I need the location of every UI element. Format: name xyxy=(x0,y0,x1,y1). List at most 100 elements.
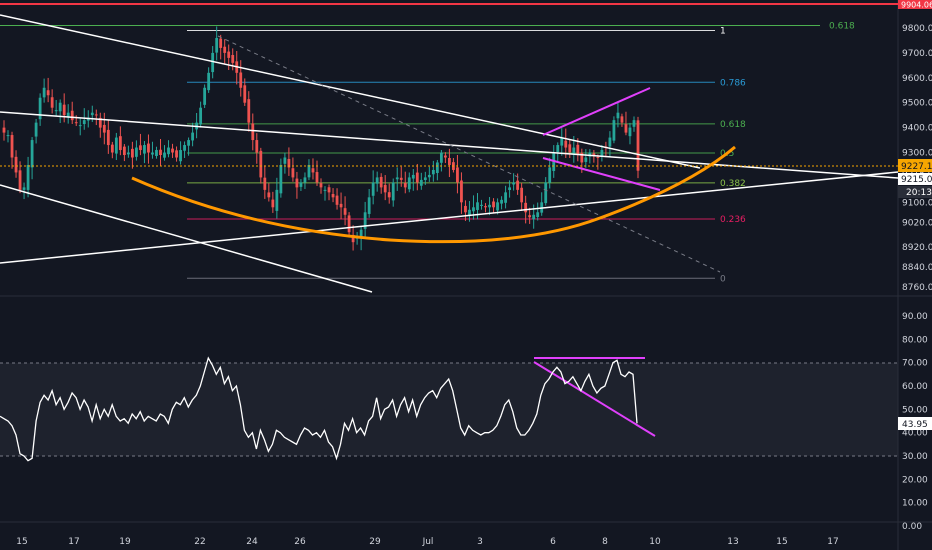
candle-body xyxy=(403,183,407,188)
candle-body xyxy=(215,37,219,53)
candle-body xyxy=(18,170,22,190)
candle-body xyxy=(516,180,520,190)
candle-body xyxy=(456,167,459,183)
candle-body xyxy=(359,229,363,239)
candle-body xyxy=(415,172,419,183)
candle-body xyxy=(560,137,564,146)
rsi-descending-line[interactable] xyxy=(533,361,656,437)
resistance-tag-text: 9904.06 xyxy=(901,1,932,10)
fib-level-label: 0.786 xyxy=(720,78,746,88)
candle-body xyxy=(636,120,640,171)
candle-body xyxy=(22,187,26,190)
price-tick-label: 8760.00 xyxy=(902,283,932,293)
candle-body xyxy=(323,189,327,191)
price-tick-label: 9400.00 xyxy=(902,124,932,134)
candle-body xyxy=(78,125,82,127)
time-tick-label: 17 xyxy=(68,537,79,547)
candle-body xyxy=(287,158,291,168)
candle-body xyxy=(620,116,624,123)
candle-body xyxy=(163,152,166,158)
resistance-tag xyxy=(898,0,932,9)
candle-body xyxy=(10,135,14,158)
rounded-bottom-curve[interactable] xyxy=(131,145,736,244)
candle-body xyxy=(159,149,162,156)
candle-body xyxy=(411,174,415,179)
price-tick-label: 8840.00 xyxy=(902,263,932,273)
candle-body xyxy=(564,140,568,148)
candle-body xyxy=(2,127,6,133)
candle-body xyxy=(472,207,475,212)
candle-body xyxy=(383,184,387,193)
time-tick-label: 8 xyxy=(602,537,608,547)
candle-body xyxy=(30,140,34,168)
candle-body xyxy=(102,124,106,133)
candle-body xyxy=(431,169,435,175)
time-tick-label: 3 xyxy=(477,537,483,547)
candle-body xyxy=(34,122,38,137)
candle-body xyxy=(239,72,243,88)
rsi-tick-label: 50.00 xyxy=(902,405,928,415)
time-axis[interactable]: 15 17 19 22 24 26 29 Jul 3 6 8 10 13 15 17 xyxy=(16,537,838,547)
descending-trendline[interactable] xyxy=(0,14,701,169)
candle-body xyxy=(500,199,503,204)
countdown-tag xyxy=(898,186,932,198)
lower-descending-trendline[interactable] xyxy=(0,184,373,293)
level-9215-tag xyxy=(898,173,932,185)
candle-body xyxy=(303,177,307,183)
candle-body xyxy=(191,132,194,141)
candle-body xyxy=(179,150,182,162)
candle-body xyxy=(231,55,235,63)
candle-body xyxy=(628,127,632,137)
candle-body xyxy=(528,215,532,218)
candle-body xyxy=(155,150,158,156)
flat-trendline[interactable] xyxy=(0,111,899,179)
candle-body xyxy=(50,97,54,108)
candle-body xyxy=(319,183,323,188)
fib-level-label: 0.382 xyxy=(720,179,746,189)
candle-body xyxy=(496,202,499,211)
candle-body xyxy=(536,212,540,218)
rsi-axis[interactable]: 90.00 80.00 70.00 60.00 50.00 40.00 30.00 20.00… xyxy=(902,312,928,532)
candle-body xyxy=(6,135,10,137)
candle-body xyxy=(427,174,431,178)
candle-body xyxy=(54,110,58,112)
candle-body xyxy=(379,176,383,188)
candle-body xyxy=(58,102,62,112)
candle-body xyxy=(263,177,267,190)
price-tick-label: 9300.00 xyxy=(902,149,932,159)
candle-body xyxy=(14,156,18,173)
candle-body xyxy=(399,177,403,180)
rsi-tick-label: 90.00 xyxy=(902,312,928,322)
countdown-tag-text: 20:13 xyxy=(906,188,932,198)
candle-body xyxy=(255,140,259,153)
candle-body xyxy=(363,212,367,229)
candle-body xyxy=(419,179,423,186)
candle-body xyxy=(439,152,443,163)
candle-body xyxy=(207,72,211,91)
time-tick-label: 26 xyxy=(294,537,306,547)
candle-body xyxy=(504,192,507,203)
candle-body xyxy=(387,192,391,198)
candle-body xyxy=(203,87,207,105)
candle-body xyxy=(371,182,375,196)
candle-body xyxy=(66,112,70,118)
candle-body xyxy=(391,182,395,201)
time-tick-label: 17 xyxy=(827,537,838,547)
candle-body xyxy=(592,153,596,156)
candle-body xyxy=(143,145,146,154)
candle-body xyxy=(267,192,271,198)
candle-body xyxy=(223,46,227,53)
pennant-lower-line[interactable] xyxy=(542,157,661,191)
rsi-tick-label: 30.00 xyxy=(902,452,928,462)
drawings[interactable] xyxy=(0,14,899,437)
time-tick-label: 22 xyxy=(194,537,205,547)
candle-body xyxy=(524,202,528,213)
ascending-trendline[interactable] xyxy=(0,171,899,264)
candle-body xyxy=(90,112,94,116)
pennant-upper-line[interactable] xyxy=(542,87,651,136)
candle-body xyxy=(588,152,592,157)
fib-level-label: 0.618 xyxy=(720,120,746,130)
rsi-tick-label: 80.00 xyxy=(902,335,928,345)
